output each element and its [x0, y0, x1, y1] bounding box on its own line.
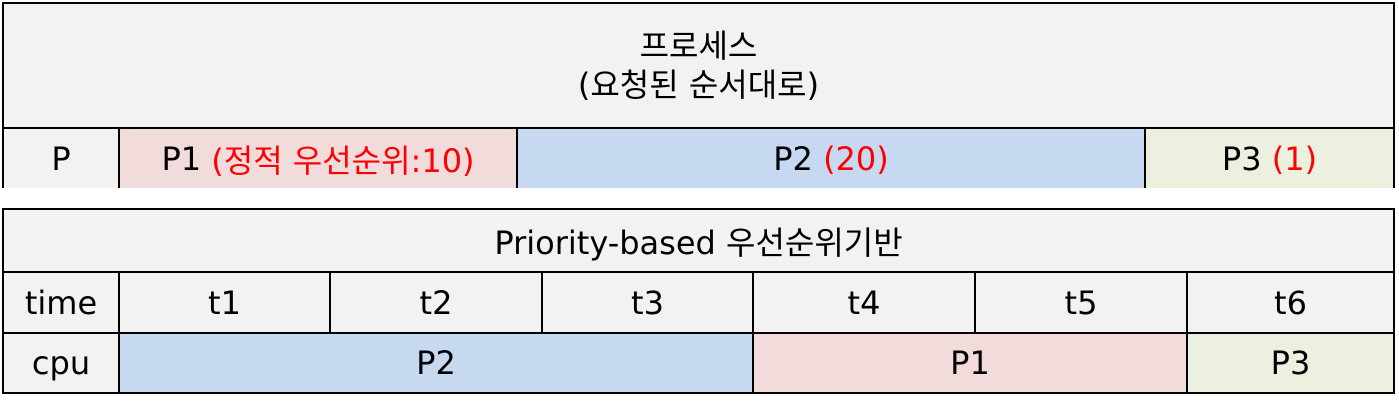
cpu-row-label: cpu: [4, 334, 118, 392]
time-slot-t1: t1: [118, 273, 329, 332]
schedule-table: Priority-based 우선순위기반 time t1 t2 t3 t4 t…: [2, 208, 1395, 394]
process-header-row: 프로세스 (요청된 순서대로): [4, 4, 1393, 127]
process-table: 프로세스 (요청된 순서대로) P P1 (정적 우선순위:10) P2 (20…: [2, 2, 1395, 188]
time-row-label: time: [4, 273, 118, 332]
time-slot-t3: t3: [541, 273, 752, 332]
cpu-slot-p3: P3: [1186, 334, 1393, 392]
cpu-slot-p2: P2: [118, 334, 752, 392]
process-row-label: P: [4, 129, 118, 188]
process-p1-name: P1: [161, 139, 202, 178]
process-p3-name: P3: [1221, 139, 1262, 178]
time-slot-t5: t5: [974, 273, 1186, 332]
cpu-slot-p1: P1: [752, 334, 1186, 392]
process-table-title: 프로세스 (요청된 순서대로): [4, 4, 1393, 127]
cpu-row: cpu P2 P1 P3: [4, 332, 1393, 392]
process-row: P P1 (정적 우선순위:10) P2 (20) P3 (1): [4, 127, 1393, 188]
process-title-line2: (요청된 순서대로): [577, 65, 820, 104]
time-slot-t2: t2: [329, 273, 541, 332]
process-p3-cell: P3 (1): [1144, 129, 1393, 188]
process-p2-priority: (20): [823, 139, 889, 178]
process-p2-name: P2: [773, 139, 813, 178]
process-p1-cell: P1 (정적 우선순위:10): [118, 129, 516, 188]
process-p2-cell: P2 (20): [516, 129, 1144, 188]
schedule-header-row: Priority-based 우선순위기반: [4, 210, 1393, 271]
schedule-table-title: Priority-based 우선순위기반: [4, 210, 1393, 271]
time-slot-t4: t4: [752, 273, 974, 332]
process-p3-priority: (1): [1271, 139, 1318, 178]
process-title-line1: 프로세스: [639, 27, 758, 66]
process-p1-priority: (정적 우선순위:10): [211, 141, 475, 180]
time-row: time t1 t2 t3 t4 t5 t6: [4, 271, 1393, 332]
time-slot-t6: t6: [1186, 273, 1393, 332]
